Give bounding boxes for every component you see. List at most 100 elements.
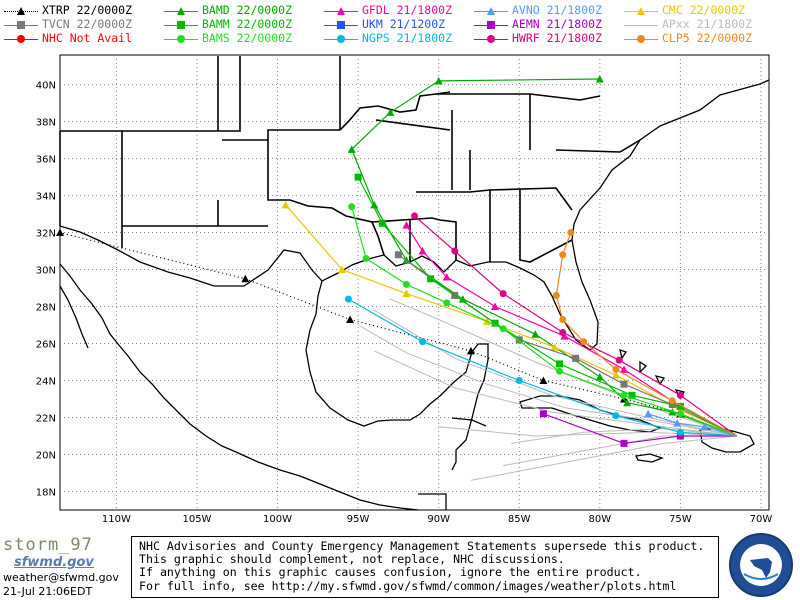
lat-tick-label: 26N [36, 340, 56, 351]
track-point [346, 315, 355, 323]
legend-item: UKM 21/1200Z [324, 18, 445, 31]
track-point [612, 412, 620, 420]
legend-label: BAMD 22/0000Z [202, 3, 293, 17]
track-point [491, 319, 499, 327]
track-point [427, 275, 435, 283]
track-point [539, 376, 548, 385]
track-point [386, 108, 395, 116]
track-point [550, 343, 559, 351]
brand-subtitle[interactable]: sfwmd.gov [14, 555, 94, 570]
track-point [572, 354, 580, 362]
legend-swatch [4, 5, 38, 17]
track-line [555, 232, 738, 437]
bahamas [619, 349, 686, 400]
map-frame [59, 54, 770, 511]
track-line [647, 413, 737, 437]
legend-label: UKM 21/1200Z [362, 17, 446, 31]
legend-swatch [474, 33, 508, 45]
legend-item: NGPS 21/1800Z [324, 32, 452, 45]
us-gulf-coast [59, 79, 770, 351]
legend-item: BAMD 22/0000Z [164, 4, 292, 17]
lat-tick-label: 18N [36, 488, 56, 499]
track-point [434, 76, 443, 85]
legend-label: NGPS 21/1800Z [362, 31, 453, 45]
track-point [676, 432, 684, 440]
track-point [348, 203, 356, 211]
legend-swatch [4, 33, 38, 45]
legend-item: CMC 22/0000Z [624, 4, 745, 17]
track-bamm [354, 173, 738, 437]
lat-tick-label: 28N [36, 303, 56, 314]
legend-label: GFDL 21/1800Z [362, 3, 453, 17]
track-point [559, 315, 567, 323]
lon-tick-label: 105W [182, 514, 211, 525]
lat-tick-label: 38N [36, 118, 56, 129]
legend-item: TVCN 22/0000Z [4, 18, 132, 31]
track-point [595, 372, 604, 381]
notice-line-4[interactable]: For full info, see http://my.sfwmd.gov/s… [139, 578, 677, 593]
track-point [241, 274, 250, 283]
track-point [619, 365, 628, 373]
lat-tick-label: 30N [36, 266, 56, 277]
notice-line-2: This graphic should complement, not repl… [139, 552, 565, 567]
lon-tick-label: 95W [347, 514, 370, 525]
track-point [676, 402, 684, 410]
legend-swatch [164, 33, 198, 45]
track-line [357, 176, 738, 437]
legend-swatch [164, 19, 198, 31]
track-point [556, 367, 564, 375]
legend-label: APxx 21/1800Z [662, 17, 753, 31]
axis-labels: 18N 20N 22N 24N 26N 28N 30N 32N 34N 36N 38N 40N 110W… [36, 81, 773, 525]
brand-name: storm_97 [3, 535, 93, 555]
legend-item: NHC Not Avail [4, 32, 132, 45]
track-point [559, 328, 567, 336]
legend-item: APxx 21/1800Z [624, 18, 752, 31]
track-point [539, 410, 547, 418]
track-point [559, 251, 567, 259]
legend-swatch [4, 19, 38, 31]
legend-swatch [474, 5, 508, 17]
jamaica [635, 453, 664, 463]
track-point [458, 295, 467, 303]
track-point [418, 247, 427, 255]
track-point [700, 422, 709, 431]
track-point [56, 228, 64, 237]
lat-tick-label: 22N [36, 414, 56, 425]
contact-email[interactable]: weather@sfwmd.gov [3, 571, 119, 584]
ensemble-track [470, 435, 737, 481]
legend-label: AEMN 21/1800Z [512, 17, 603, 31]
track-avno [644, 409, 737, 437]
legend-swatch [164, 5, 198, 17]
track-point [567, 229, 575, 237]
track-point [281, 200, 290, 209]
legend-item: CLP5 22/0000Z [624, 32, 752, 45]
legend-label: NHC Not Avail [42, 31, 133, 45]
track-point [611, 370, 620, 379]
legend-label: BAMS 22/0000Z [202, 31, 293, 45]
track-clp5 [552, 229, 738, 437]
track-point [676, 428, 684, 436]
track-point [411, 212, 418, 220]
lon-tick-label: 80W [588, 514, 611, 525]
track-aemn [539, 410, 737, 447]
mexico-gulf-coast [305, 280, 489, 471]
legend-swatch [324, 5, 358, 17]
central-america-coast [418, 493, 447, 510]
ensemble-track [511, 428, 737, 444]
lon-tick-label: 85W [508, 514, 531, 525]
track-point [499, 325, 507, 333]
track-bams [348, 203, 738, 437]
track-point [620, 380, 628, 388]
legend-item: HWRF 21/1800Z [474, 32, 602, 45]
track-point [531, 330, 540, 338]
baja-california [59, 263, 419, 511]
track-point [394, 251, 402, 259]
track-point [580, 338, 588, 346]
legend-item: AVNO 21/1800Z [474, 4, 602, 17]
track-point [347, 145, 356, 153]
model-tracks [56, 75, 738, 447]
legend-item: AEMN 21/1800Z [474, 18, 602, 31]
track-point [442, 272, 451, 281]
track-point [451, 247, 459, 255]
